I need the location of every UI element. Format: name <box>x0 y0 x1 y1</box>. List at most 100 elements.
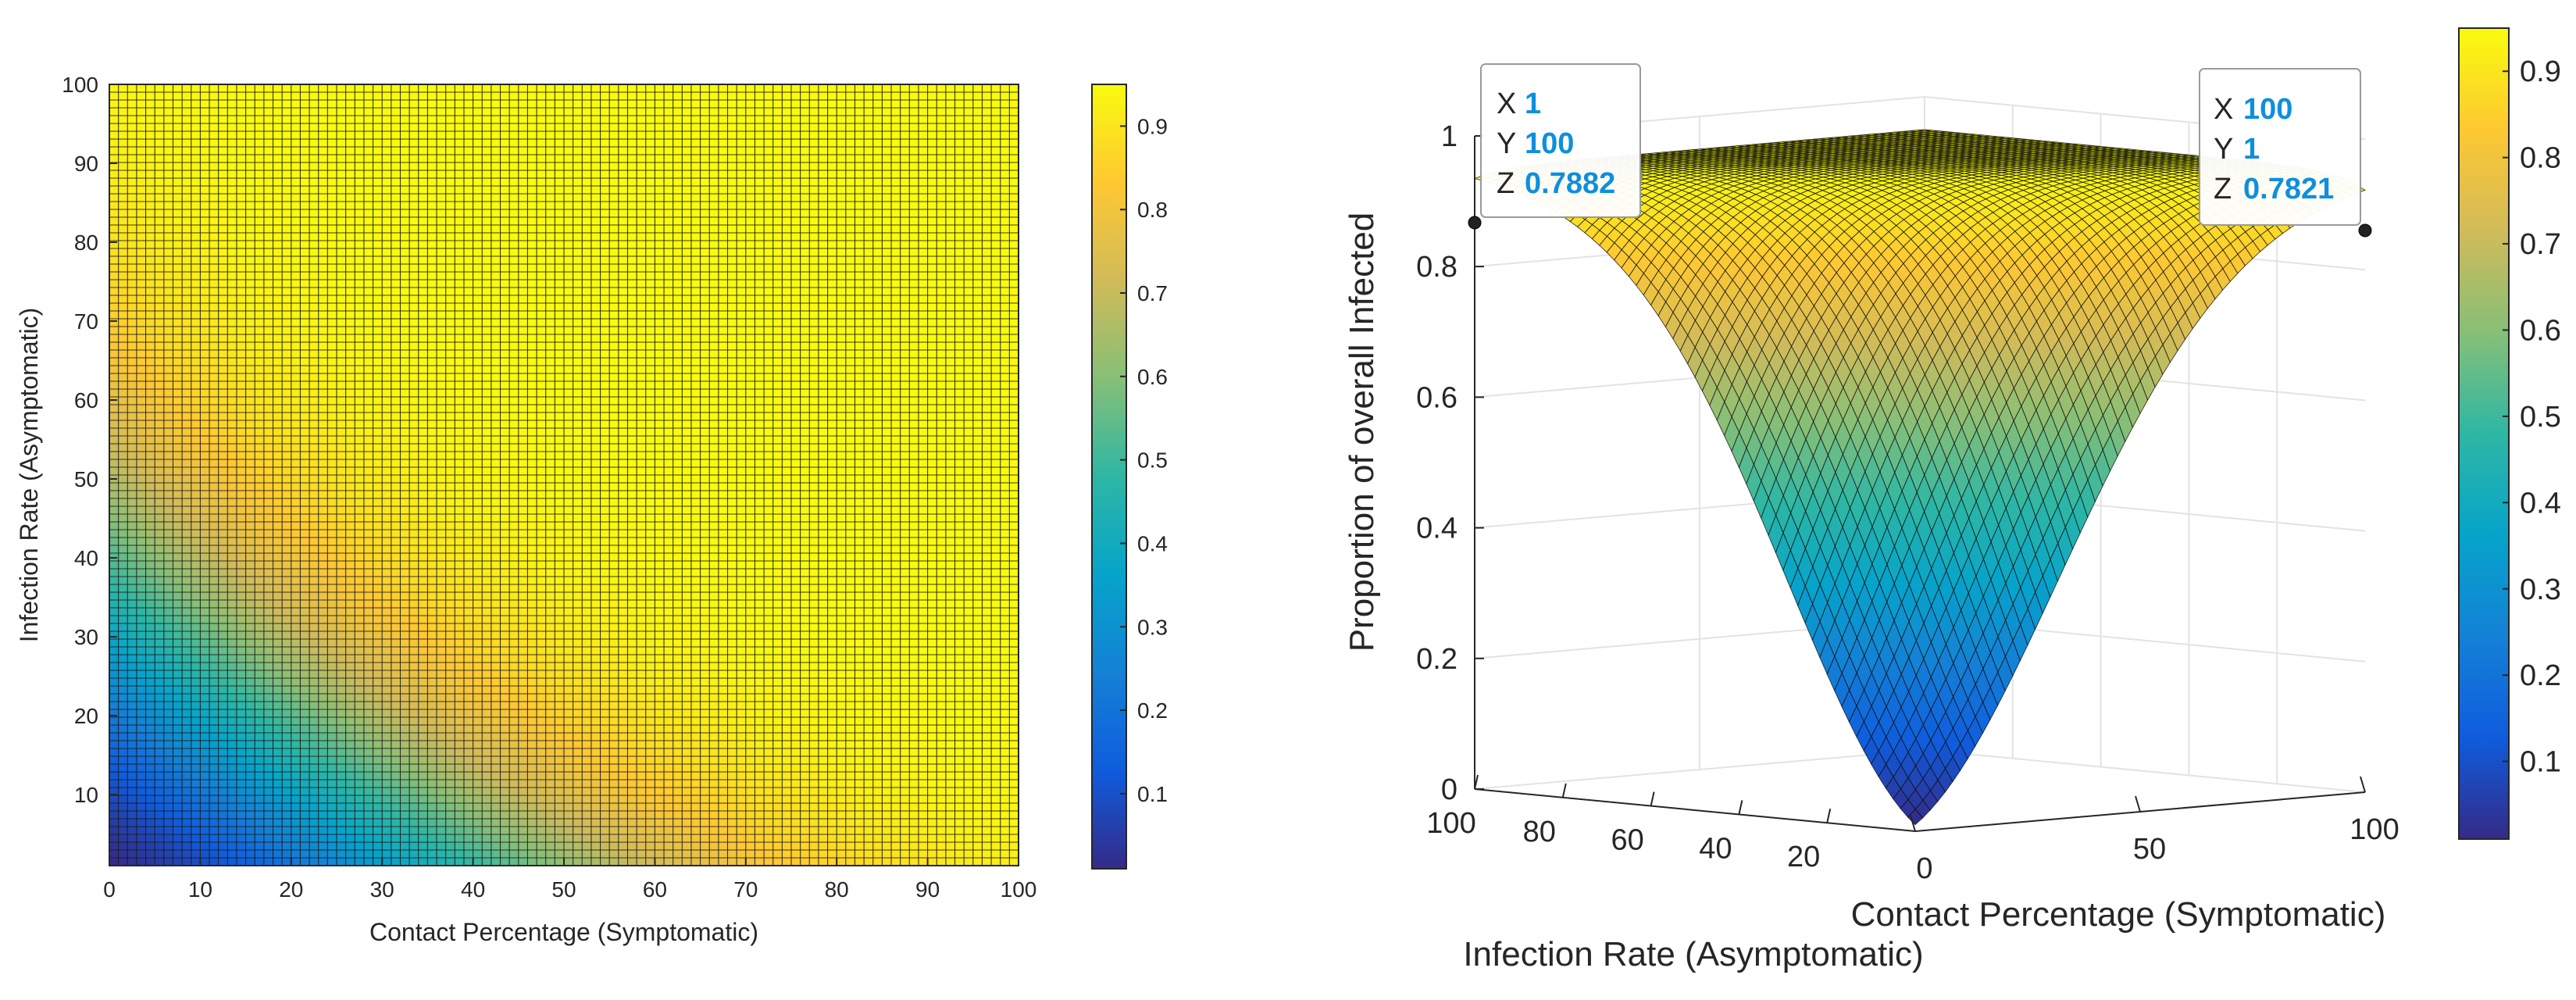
heatmap-cell <box>555 280 565 288</box>
heatmap-cell <box>418 170 428 179</box>
heatmap-cell <box>173 162 183 171</box>
heatmap-cell <box>163 741 174 749</box>
heatmap-cell <box>255 717 265 726</box>
heatmap-cell <box>527 131 537 140</box>
heatmap-cell <box>155 483 165 491</box>
heatmap-cell <box>191 795 201 804</box>
heatmap-cell <box>382 631 392 640</box>
heatmap-cell <box>418 467 428 476</box>
heatmap-cell <box>482 475 492 484</box>
heatmap-cell <box>363 788 374 796</box>
heatmap-cell <box>400 303 410 312</box>
heatmap-cell <box>455 459 465 468</box>
heatmap-cell <box>273 491 283 499</box>
heatmap-cell <box>473 491 483 499</box>
heatmap-cell <box>527 397 537 405</box>
heatmap-cell <box>518 709 529 718</box>
heatmap-cell <box>309 428 319 437</box>
heatmap-cell <box>491 577 501 585</box>
heatmap-cell <box>345 459 355 468</box>
heatmap-cell <box>455 725 465 734</box>
heatmap-cell <box>391 366 401 374</box>
heatmap-cell <box>245 538 255 546</box>
heatmap-cell <box>473 725 483 734</box>
heatmap-cell <box>227 334 237 343</box>
heatmap-cell <box>545 405 555 413</box>
heatmap-cell <box>473 678 483 687</box>
heatmap-cell <box>145 467 155 476</box>
heatmap-cell <box>382 420 392 429</box>
heatmap-cell <box>355 522 365 530</box>
heatmap-cell <box>537 538 547 546</box>
heatmap-cell <box>263 694 274 702</box>
heatmap-cell <box>373 577 383 585</box>
heatmap-cell <box>127 819 137 827</box>
heatmap-cell <box>391 498 401 507</box>
heatmap-cell <box>509 530 519 538</box>
heatmap-cell <box>309 311 319 320</box>
heatmap-cell <box>545 834 555 843</box>
heatmap-cell <box>227 319 237 327</box>
heatmap-cell <box>527 623 537 632</box>
heatmap-cell <box>273 397 283 405</box>
heatmap-cell <box>482 170 492 179</box>
heatmap-cell <box>136 100 147 109</box>
heatmap-cell <box>318 522 328 530</box>
heatmap-cell <box>263 248 274 257</box>
heatmap-cell <box>445 178 455 187</box>
heatmap-cell <box>355 280 365 288</box>
heatmap-cell <box>500 600 510 609</box>
heatmap-cell <box>191 272 201 280</box>
heatmap-cell <box>173 655 183 663</box>
heatmap-cell <box>473 436 483 445</box>
heatmap-cell <box>382 569 392 577</box>
heatmap-cell <box>337 577 347 585</box>
heatmap-cell <box>200 538 210 546</box>
heatmap-cell <box>463 147 474 155</box>
heatmap-cell <box>155 725 165 734</box>
heatmap-cell <box>491 764 501 773</box>
heatmap-cell <box>355 264 365 273</box>
heatmap-cell <box>391 709 401 718</box>
heatmap-cell <box>537 452 547 460</box>
heatmap-cell <box>491 686 501 695</box>
heatmap-cell <box>337 561 347 570</box>
heatmap-cell <box>500 538 510 546</box>
heatmap-cell <box>463 170 474 179</box>
heatmap-cell <box>227 280 237 288</box>
heatmap-cell <box>282 170 292 179</box>
heatmap-cell <box>182 397 192 405</box>
heatmap-cell <box>437 811 447 820</box>
heatmap-cell <box>345 84 355 93</box>
heatmap-cell <box>482 467 492 476</box>
heatmap-cell <box>163 858 174 866</box>
heatmap-cell <box>345 358 355 366</box>
heatmap-cell <box>400 373 410 382</box>
heatmap-cell <box>155 334 165 343</box>
heatmap-cell <box>236 272 247 280</box>
heatmap-cell <box>173 248 183 257</box>
heatmap-cell <box>473 647 483 655</box>
heatmap-cell <box>445 256 455 265</box>
heatmap-cell <box>337 248 347 257</box>
heatmap-cell <box>136 162 147 171</box>
heatmap-cell <box>345 514 355 523</box>
heatmap-cell <box>182 795 192 804</box>
heatmap-cell <box>509 647 519 655</box>
heatmap-cell <box>191 170 201 179</box>
heatmap-cell <box>491 811 501 820</box>
heatmap-cell <box>437 272 447 280</box>
heatmap-cell <box>109 702 120 710</box>
heatmap-cell <box>182 162 192 171</box>
heatmap-cell <box>136 608 147 616</box>
heatmap-cell <box>255 631 265 640</box>
heatmap-cell <box>418 561 428 570</box>
heatmap-cell <box>136 686 147 695</box>
heatmap-cell <box>118 84 128 93</box>
heatmap-cell <box>391 248 401 257</box>
heatmap-cell <box>491 358 501 366</box>
heatmap-cell <box>109 459 120 468</box>
heatmap-cell <box>163 764 174 773</box>
heatmap-cell <box>500 514 510 523</box>
heatmap-cell <box>382 491 392 499</box>
